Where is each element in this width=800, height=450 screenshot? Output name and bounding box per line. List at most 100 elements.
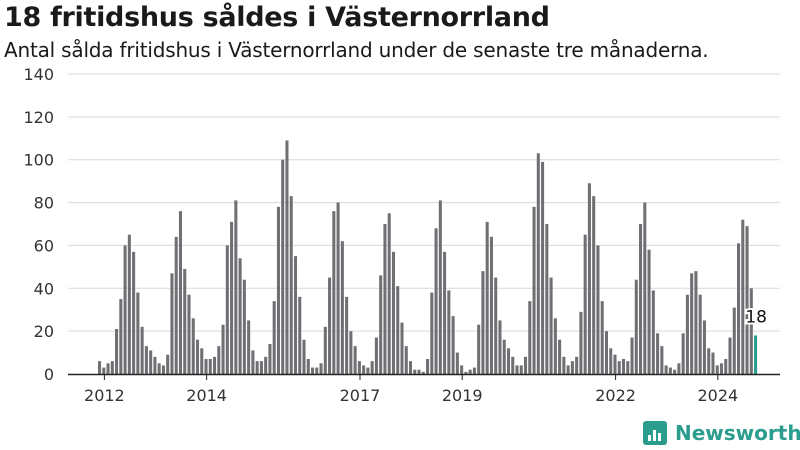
bar bbox=[579, 311, 583, 374]
x-tick-label: 2022 bbox=[595, 386, 636, 405]
bar bbox=[396, 286, 400, 374]
bar bbox=[421, 371, 425, 374]
bar bbox=[426, 359, 430, 374]
bar bbox=[289, 196, 293, 374]
bar bbox=[366, 367, 370, 374]
bar bbox=[187, 294, 191, 374]
bar bbox=[323, 326, 327, 374]
bar bbox=[166, 354, 170, 374]
bar bbox=[127, 234, 131, 374]
x-tick-label: 2014 bbox=[186, 386, 227, 405]
bar bbox=[391, 251, 395, 374]
bar bbox=[417, 369, 421, 374]
bar bbox=[583, 234, 587, 374]
bar bbox=[400, 322, 404, 374]
bar bbox=[208, 359, 212, 374]
bar bbox=[115, 329, 119, 374]
bar bbox=[328, 277, 332, 374]
bar bbox=[553, 318, 557, 374]
bar bbox=[183, 269, 187, 374]
bar bbox=[719, 363, 724, 374]
bar bbox=[98, 361, 102, 374]
bar bbox=[741, 219, 745, 374]
bar bbox=[468, 369, 472, 374]
bar bbox=[281, 159, 285, 374]
bar bbox=[715, 365, 719, 374]
bar bbox=[315, 367, 319, 374]
bar bbox=[136, 292, 140, 374]
bar bbox=[285, 140, 289, 374]
bar bbox=[604, 331, 608, 374]
bar bbox=[707, 348, 711, 374]
bar bbox=[460, 365, 464, 374]
x-tick-label: 2024 bbox=[697, 386, 738, 405]
bar bbox=[515, 365, 519, 374]
bar bbox=[259, 361, 263, 374]
bar bbox=[264, 356, 268, 374]
bar bbox=[617, 361, 621, 374]
bar bbox=[238, 258, 242, 374]
annotation-label: 18 bbox=[745, 307, 767, 327]
bar bbox=[404, 346, 408, 374]
bar bbox=[319, 363, 323, 374]
y-tick-label: 140 bbox=[23, 65, 54, 84]
bar bbox=[472, 367, 476, 374]
bar bbox=[664, 365, 668, 374]
bar bbox=[140, 326, 144, 374]
bar bbox=[242, 279, 246, 374]
bar bbox=[306, 359, 310, 374]
bar-highlight bbox=[754, 335, 758, 374]
chart-title: 18 fritidshus såldes i Västernorrland bbox=[4, 2, 550, 33]
bar bbox=[673, 369, 677, 374]
y-tick-label: 60 bbox=[34, 236, 54, 255]
x-tick-label: 2012 bbox=[84, 386, 125, 405]
bar bbox=[541, 161, 545, 374]
bar bbox=[438, 200, 442, 374]
bar bbox=[430, 292, 434, 374]
bar bbox=[408, 361, 413, 374]
bar bbox=[464, 371, 468, 374]
bar bbox=[524, 356, 528, 374]
bar bbox=[566, 365, 570, 374]
bar bbox=[626, 361, 630, 374]
bar bbox=[157, 363, 161, 374]
y-tick-label: 100 bbox=[23, 151, 54, 170]
bar bbox=[340, 241, 344, 374]
bar bbox=[123, 245, 127, 374]
bar bbox=[174, 236, 178, 374]
y-tick-label: 120 bbox=[23, 108, 54, 127]
y-tick-label: 0 bbox=[44, 365, 54, 384]
bar bbox=[132, 251, 136, 374]
bar bbox=[336, 202, 340, 374]
bar bbox=[737, 243, 741, 374]
bar bbox=[234, 200, 238, 374]
bar bbox=[102, 367, 106, 374]
bar bbox=[161, 365, 165, 374]
bar bbox=[498, 320, 502, 374]
bar bbox=[276, 206, 280, 374]
bar bbox=[528, 301, 532, 374]
bar bbox=[600, 301, 604, 374]
bar bbox=[374, 337, 378, 374]
bar bbox=[587, 183, 591, 374]
bar bbox=[379, 275, 383, 374]
bar bbox=[357, 361, 361, 374]
bar bbox=[455, 352, 459, 374]
bar bbox=[119, 299, 123, 374]
bar bbox=[255, 361, 259, 374]
y-tick-label: 80 bbox=[34, 194, 54, 213]
bar bbox=[200, 348, 204, 374]
bar bbox=[668, 367, 672, 374]
bar bbox=[170, 273, 174, 374]
bar bbox=[732, 307, 736, 374]
bar bbox=[592, 196, 596, 374]
bar bbox=[656, 333, 660, 374]
bar bbox=[489, 236, 493, 374]
chart-subtitle: Antal sålda fritidshus i Västernorrland … bbox=[4, 38, 709, 62]
bar bbox=[651, 290, 655, 374]
bar bbox=[562, 356, 566, 374]
bar bbox=[677, 363, 681, 374]
bar bbox=[481, 271, 485, 374]
bar bbox=[634, 279, 638, 374]
x-tick-label: 2017 bbox=[340, 386, 381, 405]
